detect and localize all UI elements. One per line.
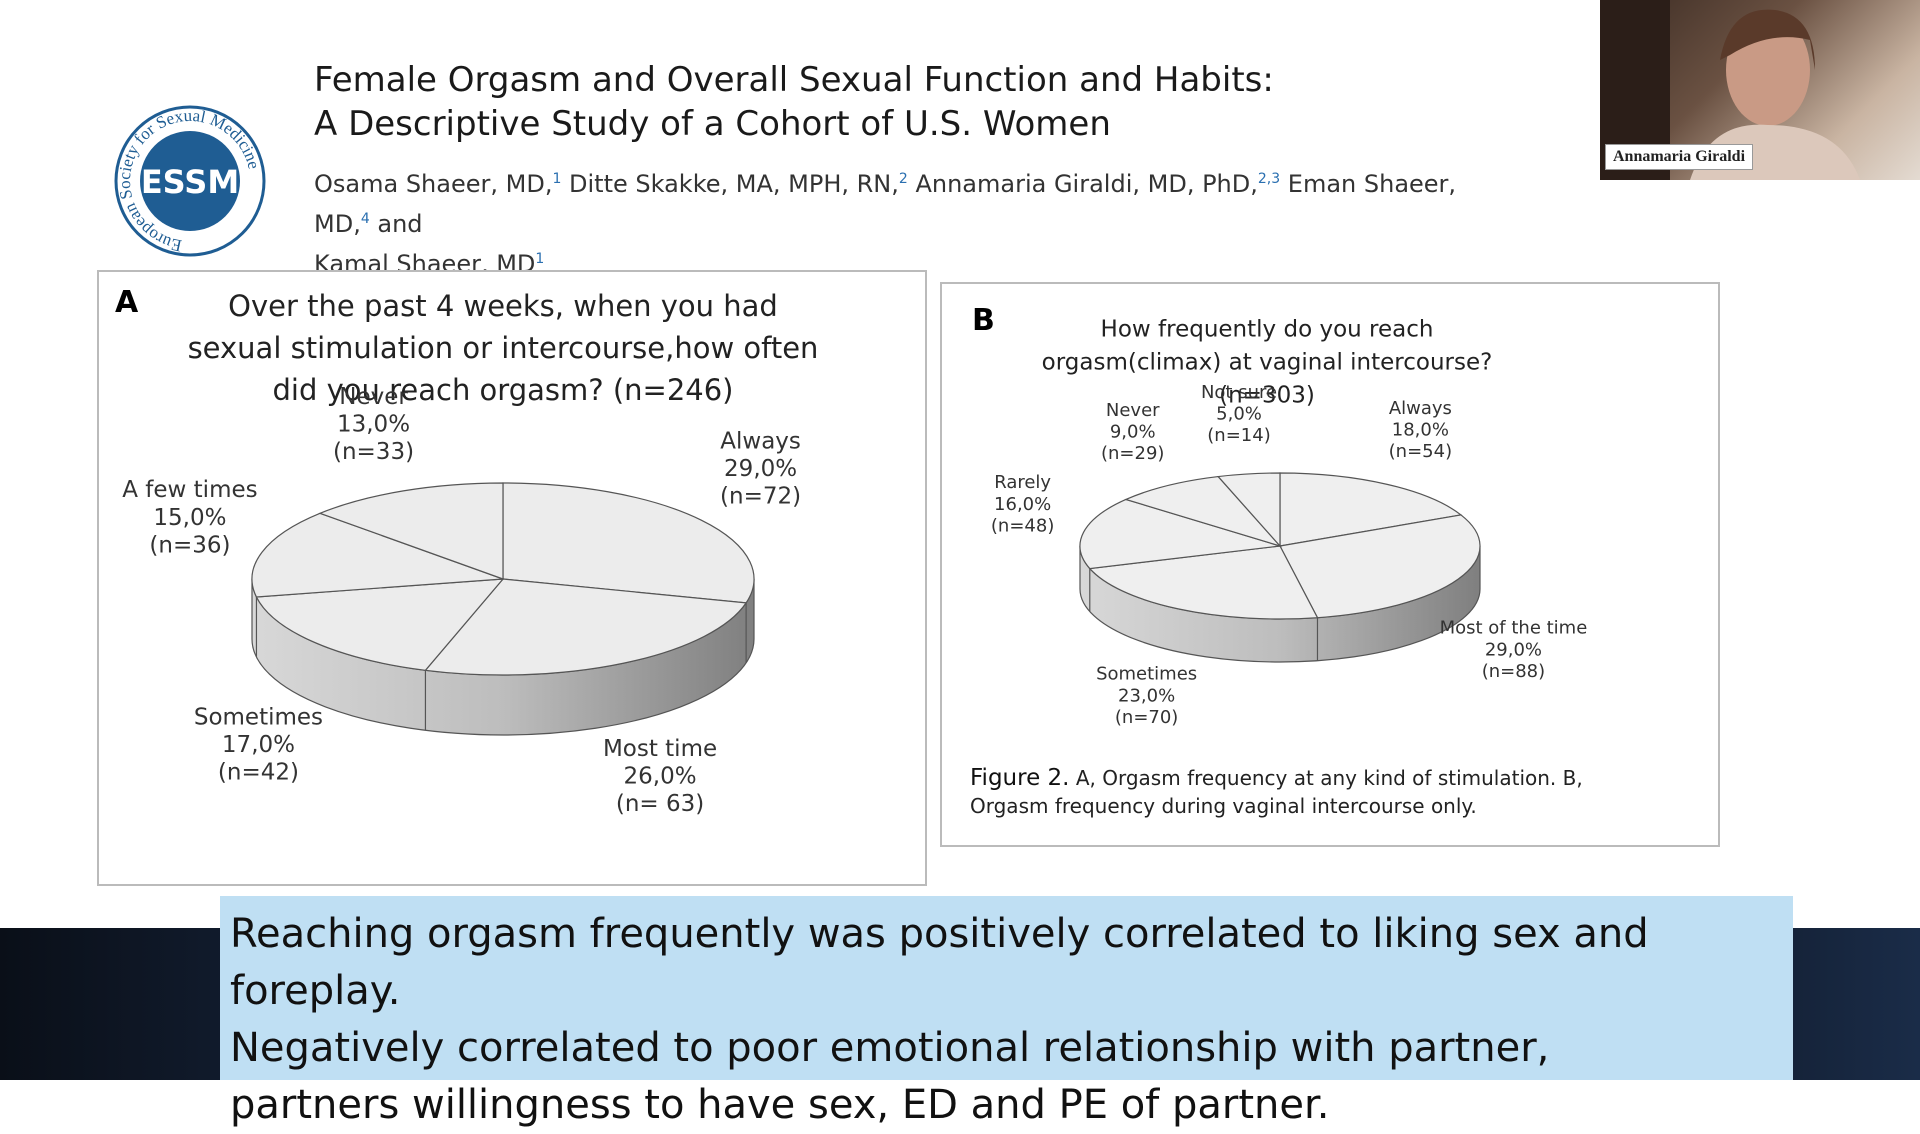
paper-authors: Osama Shaeer, MD,1 Ditte Skakke, MA, MPH… <box>314 162 1514 282</box>
subtitle-line: partners willingness to have sex, ED and… <box>230 1082 1330 1128</box>
slice-value: 15,0% <box>153 505 226 531</box>
pie-chart-a: A Over the past 4 weeks, when you had sexu… <box>115 285 819 817</box>
pie-slice <box>1279 472 1463 547</box>
author-name: Ditte Skakke, MA, MPH, RN, <box>569 170 899 198</box>
slice-value: 16,0% <box>994 494 1051 515</box>
chart-title: How frequently do you reach <box>1101 317 1434 343</box>
slice-value: 13,0% <box>337 412 410 438</box>
author-affiliation: 1 <box>535 251 545 267</box>
chart-title: sexual stimulation or intercourse,how of… <box>188 331 819 365</box>
author-name: Annamaria Giraldi, MD, PhD, <box>915 170 1258 198</box>
logo-initials: ESSM <box>141 163 239 201</box>
slice-label: Sometimes <box>1096 664 1197 685</box>
slice-count: (n=54) <box>1389 441 1452 462</box>
slice-label: A few times <box>122 477 257 503</box>
subtitle-box: Reaching orgasm frequently was positivel… <box>220 896 1793 1128</box>
slice-label: Never <box>1106 400 1160 421</box>
subtitle-line: Reaching orgasm frequently was positivel… <box>230 911 1649 1014</box>
pie-slice <box>251 512 504 598</box>
author-affiliation: 4 <box>360 211 370 227</box>
caption-line: Orgasm frequency during vaginal intercou… <box>970 794 1477 818</box>
pie-slice <box>1088 545 1319 620</box>
slice-count: (n=29) <box>1101 443 1164 464</box>
author-name: Eman Shaeer, MD, <box>314 170 1457 238</box>
slice-label: Not sure <box>1201 382 1277 403</box>
slice-count: (n=88) <box>1482 661 1545 682</box>
slice-label: Never <box>339 384 408 410</box>
pie-slice <box>255 578 505 671</box>
pie-slice <box>1279 514 1481 619</box>
slice-value: 17,0% <box>222 732 295 758</box>
slice-count: (n=48) <box>991 515 1054 536</box>
slice-value: 29,0% <box>724 456 797 482</box>
slice-count: (n=33) <box>333 439 414 465</box>
pie-slice <box>502 482 755 604</box>
hair <box>1720 9 1815 70</box>
slice-count: (n= 63) <box>616 791 704 817</box>
panel-b: B How frequently do you reach orgasm(clima… <box>940 282 1720 847</box>
figure-caption: Figure 2. A, Orgasm frequency at any kin… <box>970 764 1690 820</box>
chart-title: orgasm(climax) at vaginal intercourse? <box>1042 350 1493 376</box>
slice-value: 26,0% <box>624 763 697 789</box>
participant-name: Annamaria Giraldi <box>1605 144 1754 170</box>
slice-value: 18,0% <box>1392 420 1449 441</box>
slice-label: Always <box>720 428 801 454</box>
caption-line: A, Orgasm frequency at any kind of stimu… <box>1075 766 1583 790</box>
author-affiliation: 2 <box>898 171 908 187</box>
logo-disc <box>140 131 240 231</box>
slice-label: Most of the time <box>1440 618 1588 639</box>
slice-label: Rarely <box>994 472 1051 493</box>
pie-slice <box>1124 475 1282 548</box>
slice-value: 5,0% <box>1216 403 1262 424</box>
author-affiliation: 2,3 <box>1257 171 1281 187</box>
author-affiliation: 1 <box>552 171 562 187</box>
title-line: Female Orgasm and Overall Sexual Functio… <box>314 60 1274 100</box>
chart-title: did you reach orgasm? (n=246) <box>273 373 734 407</box>
caption-label: Figure 2. <box>970 765 1070 791</box>
title-line: A Descriptive Study of a Cohort of U.S. … <box>314 104 1111 144</box>
slice-value: 29,0% <box>1485 639 1542 660</box>
slice-count: (n=14) <box>1207 425 1270 446</box>
pie-slice <box>1216 472 1281 548</box>
slice-count: (n=36) <box>149 532 230 558</box>
slice-label: Always <box>1389 398 1452 419</box>
pie-slice <box>1079 498 1281 570</box>
slice-count: (n=42) <box>218 760 299 786</box>
paper-title: Female Orgasm and Overall Sexual Functio… <box>314 58 1274 146</box>
slice-label: Most time <box>603 736 717 762</box>
chart-title: Over the past 4 weeks, when you had <box>228 289 778 323</box>
pie-chart-b: B How frequently do you reach orgasm(clima… <box>972 303 1588 728</box>
panel-a: A Over the past 4 weeks, when you had sexu… <box>97 270 927 886</box>
author-name: Osama Shaeer, MD, <box>314 170 553 198</box>
pie-slice <box>424 578 748 676</box>
slice-label: Sometimes <box>194 704 323 730</box>
slice-count: (n=72) <box>720 484 801 510</box>
chart-title: (n=303) <box>1219 383 1315 409</box>
pie-slice <box>318 482 504 580</box>
slice-value: 23,0% <box>1118 685 1175 706</box>
panel-letter: B <box>972 303 995 338</box>
slice-value: 9,0% <box>1110 422 1156 443</box>
logo: European Society for Sexual Medicine ESS… <box>114 105 266 257</box>
slice-count: (n=70) <box>1115 707 1178 728</box>
conjunction: and <box>377 210 423 238</box>
subtitle-line: Negatively correlated to poor emotional … <box>230 1025 1550 1071</box>
panel-letter: A <box>115 285 139 320</box>
